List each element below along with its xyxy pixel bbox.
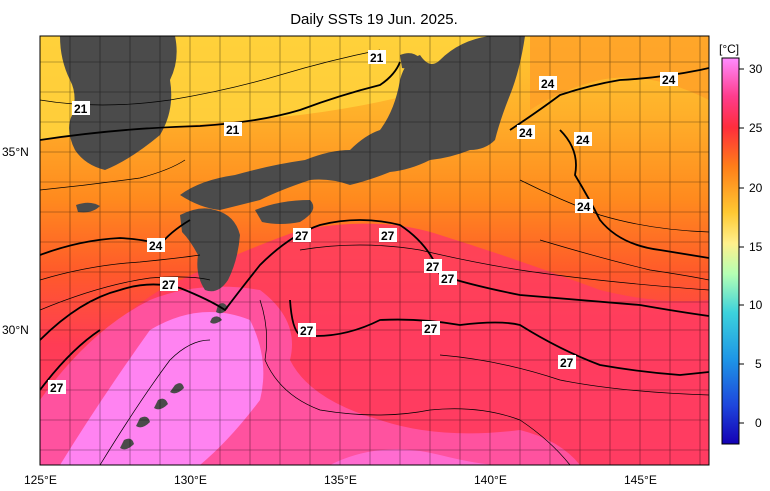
svg-text:27: 27 xyxy=(162,278,176,292)
plot-frame xyxy=(39,35,710,466)
svg-text:24: 24 xyxy=(576,133,590,147)
x-axis: 125°E 130°E 135°E 140°E 145°E xyxy=(24,473,657,487)
map-title: Daily SSTs 19 Jun. 2025. xyxy=(290,11,458,28)
sea-surface-field xyxy=(40,36,709,465)
contour-label: 24 xyxy=(574,132,592,147)
contour-label: 24 xyxy=(539,76,557,91)
lat-lon-grid xyxy=(40,36,709,465)
svg-text:27: 27 xyxy=(424,322,438,336)
contour-label: 27 xyxy=(379,228,397,243)
contour-label: 24 xyxy=(517,125,535,140)
svg-text:21: 21 xyxy=(226,123,240,137)
korea-landmass xyxy=(60,36,177,170)
svg-text:24: 24 xyxy=(149,239,163,253)
svg-text:24: 24 xyxy=(662,73,676,87)
contour-label: 27 xyxy=(160,277,178,292)
contour-label: 27 xyxy=(558,355,576,370)
colorbar-tick: 5 xyxy=(755,357,762,371)
svg-text:27: 27 xyxy=(426,260,440,274)
svg-text:27: 27 xyxy=(441,272,455,286)
y-axis: 35°N 30°N xyxy=(2,145,29,337)
colorbar-unit: [°C] xyxy=(719,42,739,56)
y-tick: 35°N xyxy=(2,145,29,159)
colorbar: [°C] 30 25 20 15 10 5 0 xyxy=(719,42,763,445)
x-tick: 140°E xyxy=(474,473,507,487)
colorbar-tick: 10 xyxy=(749,298,763,312)
colorbar-tick: 30 xyxy=(749,62,763,76)
contour-label: 24 xyxy=(147,238,165,253)
kyushu-landmass xyxy=(180,208,240,292)
contour-label: 24 xyxy=(660,72,678,87)
honshu-landmass xyxy=(180,36,525,210)
colorbar-tick: 0 xyxy=(755,416,762,430)
colorbar-tick: 20 xyxy=(749,181,763,195)
contour-label: 21 xyxy=(72,101,90,116)
isotherm-contours xyxy=(40,49,709,465)
svg-text:27: 27 xyxy=(300,324,314,338)
x-tick: 145°E xyxy=(624,473,657,487)
contour-label: 21 xyxy=(368,50,386,65)
svg-text:24: 24 xyxy=(577,200,591,214)
x-tick: 135°E xyxy=(324,473,357,487)
svg-text:27: 27 xyxy=(50,381,64,395)
contour-label: 27 xyxy=(48,380,66,395)
contour-label: 27 xyxy=(439,271,457,286)
svg-text:27: 27 xyxy=(295,229,309,243)
contour-label: 24 xyxy=(575,199,593,214)
contour-label: 27 xyxy=(293,228,311,243)
contour-label: 21 xyxy=(224,122,242,137)
svg-text:21: 21 xyxy=(74,102,88,116)
x-tick: 125°E xyxy=(24,473,57,487)
svg-text:24: 24 xyxy=(519,126,533,140)
colorbar-scale xyxy=(721,57,740,445)
contour-label: 27 xyxy=(424,259,442,274)
contour-label: 27 xyxy=(298,323,316,338)
contour-label: 27 xyxy=(422,321,440,336)
svg-text:27: 27 xyxy=(381,229,395,243)
colorbar-tick: 25 xyxy=(749,121,763,135)
svg-text:24: 24 xyxy=(541,77,555,91)
contour-labels: 21 21 21 24 24 24 24 24 24 27 27 27 27 2… xyxy=(48,50,678,395)
x-tick: 130°E xyxy=(174,473,207,487)
colorbar-tick: 15 xyxy=(749,240,763,254)
svg-text:21: 21 xyxy=(370,51,384,65)
svg-text:27: 27 xyxy=(560,356,574,370)
y-tick: 30°N xyxy=(2,323,29,337)
